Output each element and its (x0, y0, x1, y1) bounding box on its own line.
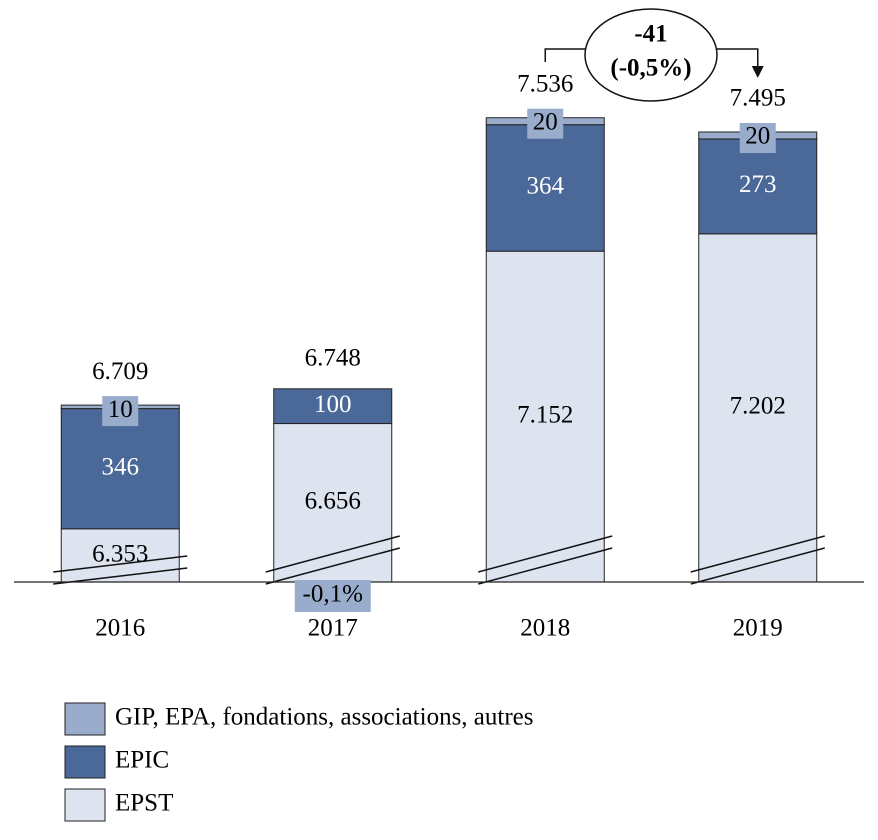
annotation-ellipse (584, 8, 718, 102)
annotation: (-0,5%) (610, 55, 691, 82)
axis-break (690, 547, 825, 585)
bar-segment (60, 408, 180, 530)
label-box (527, 108, 564, 139)
legend-swatch (64, 702, 106, 736)
bar-segment (60, 528, 180, 583)
legend-label: EPIC (115, 747, 169, 774)
value-label: 273 (739, 171, 777, 198)
legend-swatch (64, 745, 106, 779)
annotation: -0,1% (303, 581, 363, 608)
value-label: 346 (102, 453, 140, 480)
x-tick-label: 2016 (95, 615, 145, 642)
value-label: 364 (527, 173, 565, 200)
total-label: 7.536 (517, 70, 573, 97)
value-label: 7.152 (517, 401, 573, 428)
x-tick-label: 2017 (308, 615, 358, 642)
label-box (102, 396, 139, 427)
bar-segment (485, 250, 605, 583)
annotation-box (294, 580, 371, 612)
bar-segment (485, 124, 605, 252)
annotation: -41 (634, 21, 667, 48)
arrow-head (751, 66, 764, 78)
total-label: 6.709 (92, 358, 148, 385)
x-tick-label: 2018 (520, 615, 570, 642)
bar-segment (698, 138, 818, 235)
total-label: 7.495 (730, 85, 786, 112)
axis-break (265, 535, 400, 573)
axis-break (478, 535, 613, 573)
label-box (739, 122, 776, 153)
value-label: 6.353 (92, 541, 148, 568)
axis-break (690, 535, 825, 573)
legend-label: EPST (115, 790, 173, 817)
value-label: 6.656 (305, 488, 361, 515)
value-label: 10 (108, 396, 133, 423)
bar-segment (273, 388, 393, 425)
value-label: 7.202 (730, 393, 786, 420)
axis-break (265, 547, 400, 585)
legend-swatch (64, 788, 106, 822)
x-tick-label: 2019 (733, 615, 783, 642)
value-label: 20 (745, 123, 770, 150)
value-label: 20 (533, 108, 558, 135)
value-label: 100 (314, 391, 352, 418)
legend-label: GIP, EPA, fondations, associations, autr… (115, 704, 534, 731)
axis-break (53, 555, 188, 573)
annotation-arrow (544, 48, 759, 70)
total-label: 6.748 (305, 344, 361, 371)
axis-break (53, 567, 188, 585)
bar-segment (698, 233, 818, 583)
axis-break (478, 547, 613, 585)
